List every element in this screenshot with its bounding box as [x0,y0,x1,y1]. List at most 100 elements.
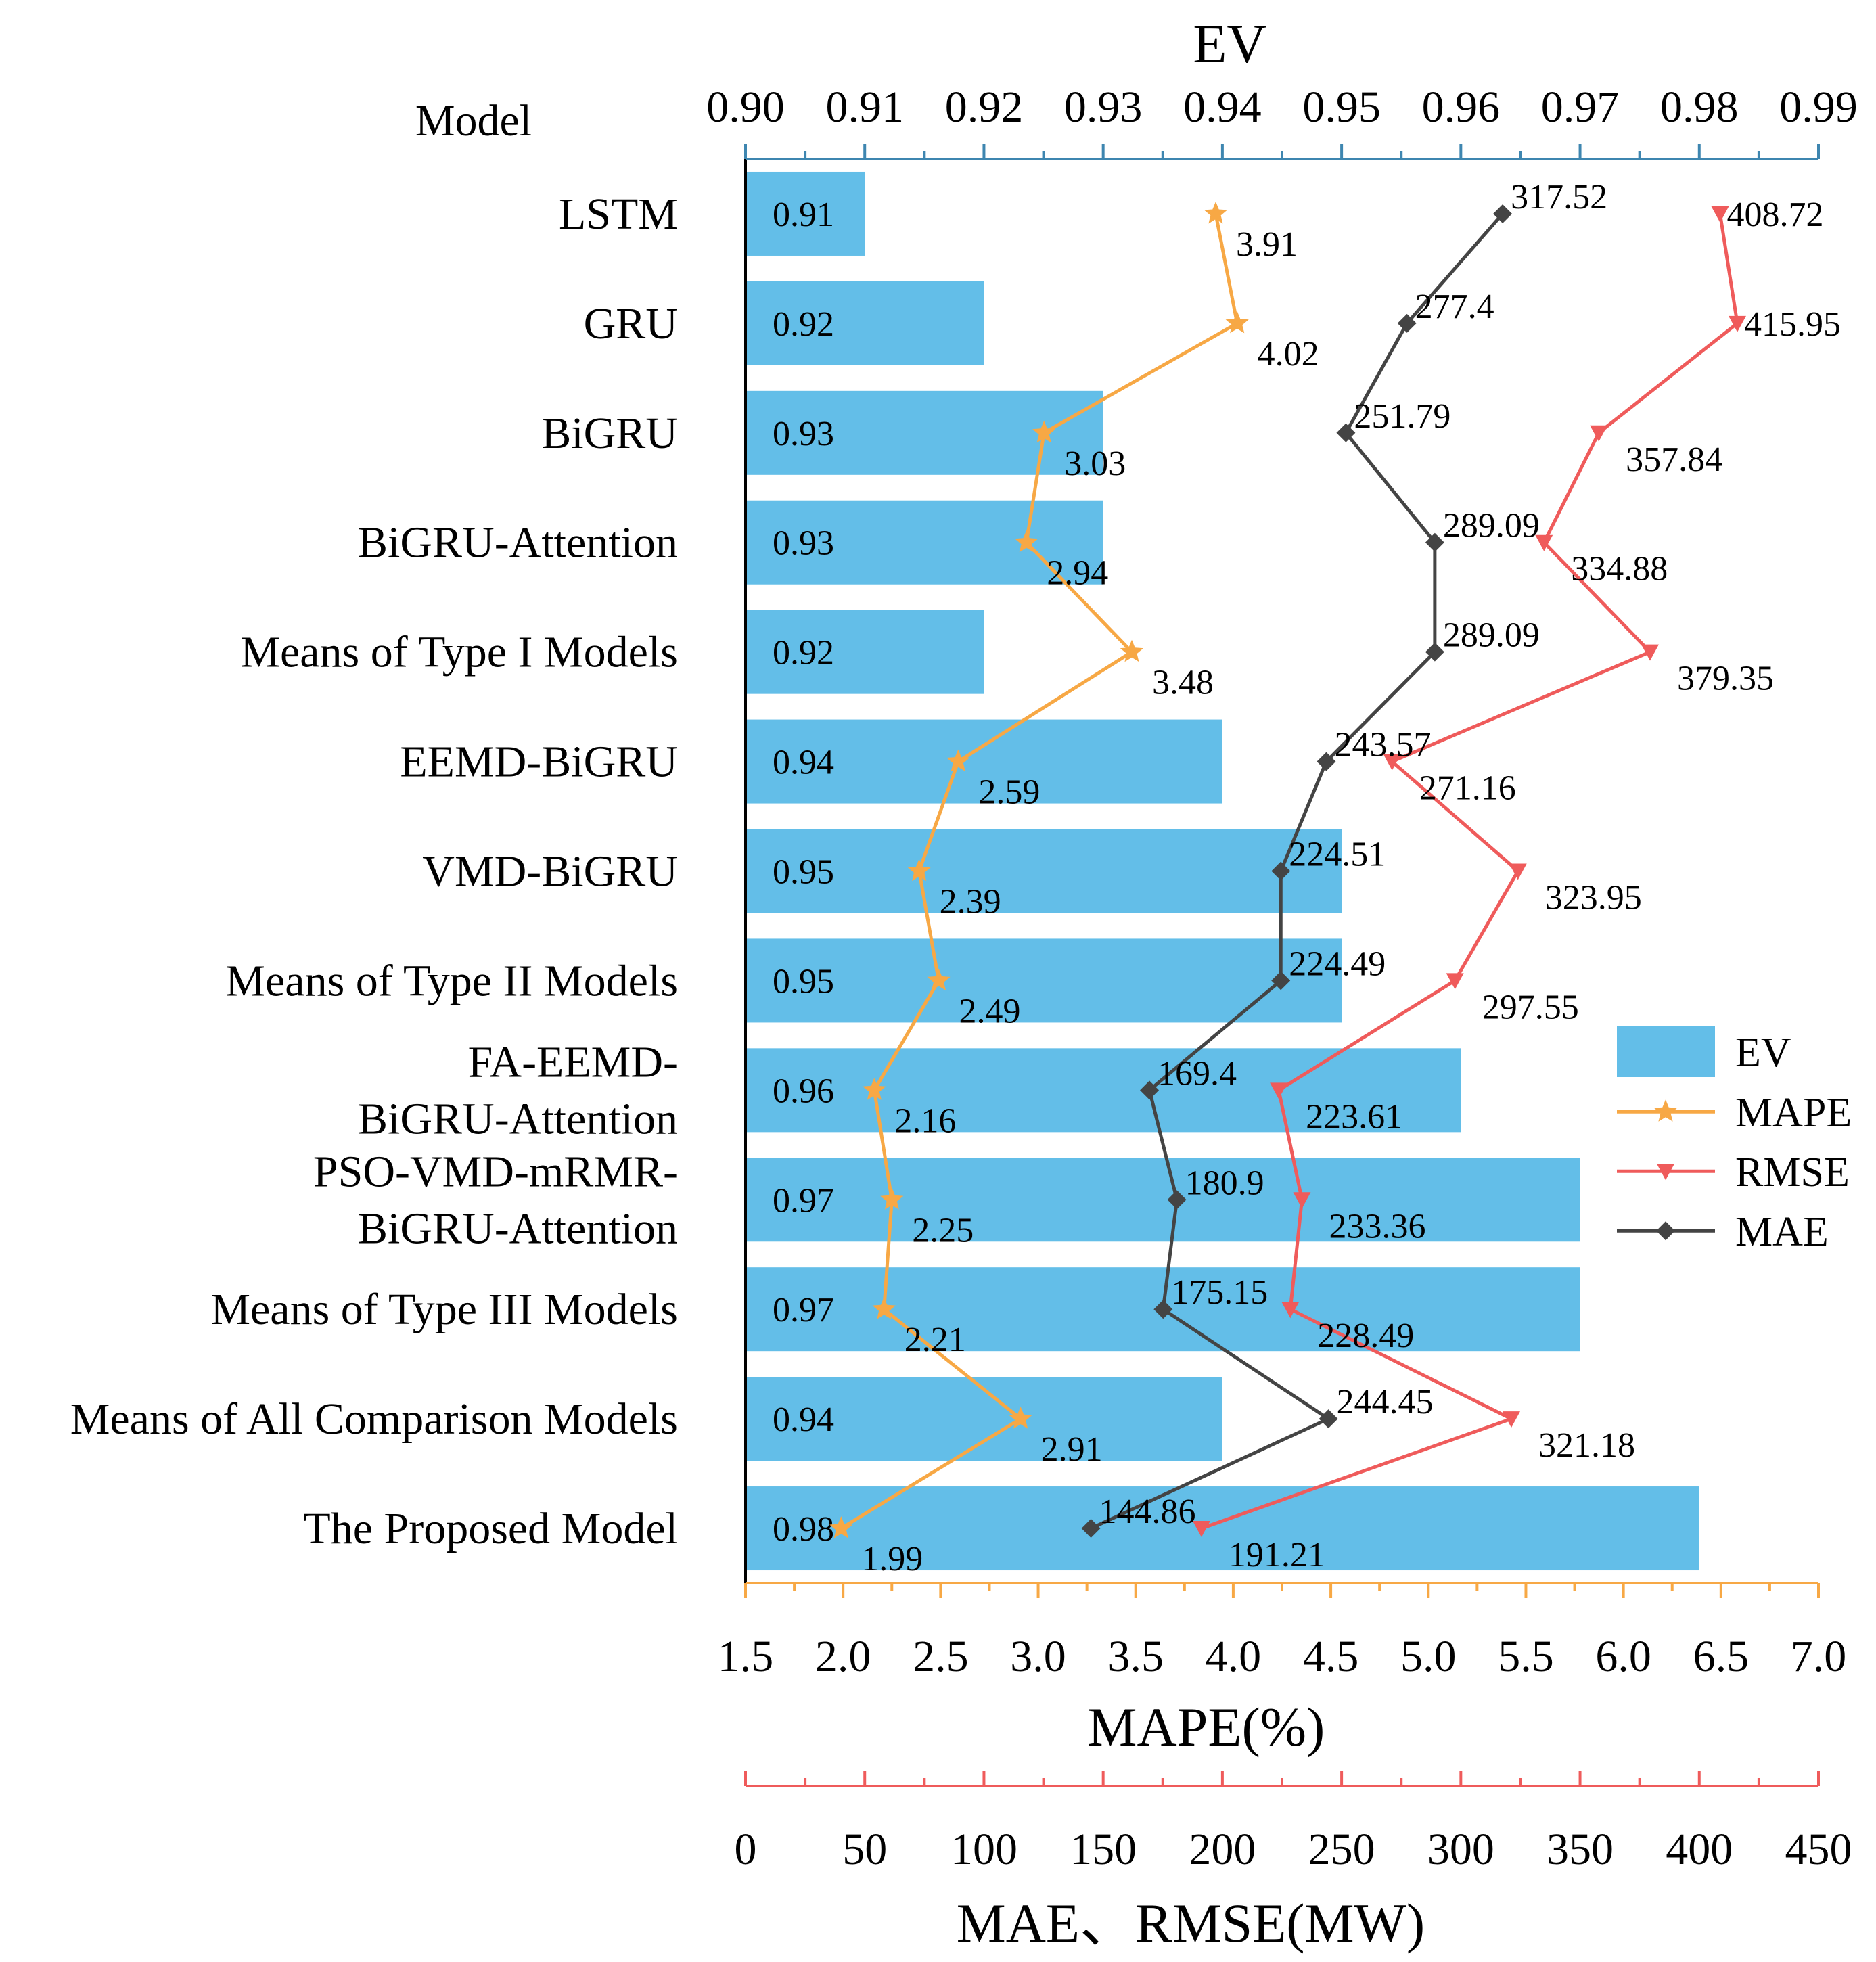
category-label-line: BiGRU-Attention [358,1094,678,1143]
mape-tick-label: 3.0 [1010,1632,1066,1681]
rmse-marker [1383,754,1401,771]
ev-bar-label: 0.92 [773,634,834,672]
mae-marker [1153,1300,1173,1319]
rmse-value-label: 357.84 [1626,440,1722,479]
lines-layer: 3.91 4.02 3.03 2.94 3.48 2.59 2.39 2.49 2.16 2.25… [829,178,1841,1578]
legend-marker-rmse [1657,1164,1674,1181]
legend-label-mae: MAE [1735,1209,1829,1255]
mape-marker [880,1187,904,1210]
category-label: BiGRU [541,409,678,458]
category-label-line: Means of All Comparison Models [70,1394,678,1444]
mae-value-label: 144.86 [1099,1492,1196,1531]
mape-tick-label: 7.0 [1791,1632,1847,1681]
ev-bar-label: 0.97 [773,1181,834,1220]
mae-marker [1140,1080,1160,1100]
mape-value-label: 3.91 [1236,225,1298,264]
axes-layer: EV Model MAPE(%) MAE、RMSE(MW) LSTM GRU BiG… [70,13,1858,1954]
ev-bar-label: 0.91 [773,196,834,234]
rmse-value-label: 379.35 [1677,660,1774,698]
category-label-line: GRU [584,299,678,348]
category-label-line: Means of Type II Models [225,956,678,1005]
mape-marker [1225,311,1249,334]
mape-value-label: 3.48 [1152,664,1214,702]
model-axis-title: Model [415,96,532,145]
mae-value-label: 289.09 [1443,616,1540,655]
rmse-marker [1192,1521,1210,1538]
rmse-marker [1728,315,1746,332]
rmse-value-label: 415.95 [1744,305,1841,344]
mape-marker [907,859,931,882]
ev-bar [746,719,1222,804]
mw-tick-label: 450 [1785,1825,1852,1874]
ev-bar-label: 0.94 [773,1400,834,1439]
rmse-marker [1535,534,1553,551]
rmse-marker [1641,644,1659,661]
ev-bar [746,610,984,694]
rmse-value-label: 191.21 [1229,1536,1325,1574]
mape-tick-label: 1.5 [718,1632,774,1681]
rmse-value-label: 223.61 [1306,1097,1402,1136]
mae-marker [1271,971,1291,990]
mape-tick-label: 6.0 [1595,1632,1651,1681]
mw-tick-label: 100 [951,1825,1017,1874]
category-label: Means of Type I Models [240,628,678,677]
category-label: GRU [584,299,678,348]
mae-value-label: 289.09 [1443,507,1540,545]
rmse-value-label: 233.36 [1329,1207,1425,1246]
ev-tick-label: 0.93 [1064,83,1143,132]
mae-marker [1493,204,1513,223]
mae-value-label: 243.57 [1334,726,1431,765]
mape-marker [1120,639,1144,662]
mape-tick-label: 4.5 [1303,1632,1359,1681]
mape-value-label: 3.03 [1064,444,1126,483]
mae-marker [1397,313,1417,333]
category-label: Means of Type III Models [210,1285,678,1334]
legend-marker-mae [1656,1221,1675,1241]
mae-marker [1425,642,1444,662]
mape-tick-label: 2.0 [815,1632,871,1681]
mape-tick-label: 4.0 [1206,1632,1262,1681]
mae-marker [1271,861,1291,881]
mape-value-label: 1.99 [861,1540,923,1578]
mae-marker [1336,423,1356,442]
mape-marker [1009,1407,1032,1429]
mae-marker [1425,532,1444,552]
mae-value-label: 169.4 [1158,1054,1237,1093]
ev-bar [746,281,984,365]
mape-marker [946,749,970,772]
ev-bar-label: 0.92 [773,305,834,344]
category-label-line: LSTM [559,189,678,239]
mape-marker [1032,420,1056,443]
category-label-line: BiGRU [541,409,678,458]
rmse-value-label: 408.72 [1727,196,1824,234]
mape-value-label: 2.39 [940,883,1001,921]
rmse-value-label: 321.18 [1538,1426,1635,1465]
rmse-marker [1590,425,1608,442]
category-label-line: EEMD-BiGRU [400,737,678,787]
ev-bar-label: 0.97 [773,1291,834,1329]
category-label: PSO-VMD-mRMR- BiGRU-Attention [313,1147,678,1253]
rmse-marker [1270,1082,1288,1099]
ev-bar-label: 0.95 [773,962,834,1001]
rmse-marker [1281,1302,1300,1319]
rmse-marker [1446,973,1464,990]
mw-tick-label: 200 [1189,1825,1256,1874]
category-label-line: Means of Type I Models [240,628,678,677]
mape-value-label: 2.59 [978,773,1040,812]
rmse-marker [1293,1192,1311,1209]
ev-tick-label: 0.96 [1422,83,1501,132]
category-label: FA-EEMD- BiGRU-Attention [358,1037,678,1143]
mape-marker [872,1297,896,1319]
legend-swatch-ev [1617,1026,1715,1077]
rmse-value-label: 228.49 [1317,1317,1414,1355]
mape-axis-title: MAPE(%) [1088,1696,1325,1758]
ev-bar-label: 0.94 [773,744,834,782]
ev-bar-label: 0.93 [773,524,834,563]
ev-bar-label: 0.98 [773,1510,834,1549]
ev-tick-label: 0.98 [1660,83,1739,132]
category-label-line: BiGRU-Attention [358,1204,678,1253]
rmse-value-label: 297.55 [1482,988,1579,1026]
mape-value-label: 2.94 [1047,554,1108,593]
ev-tick-label: 0.99 [1779,83,1858,132]
